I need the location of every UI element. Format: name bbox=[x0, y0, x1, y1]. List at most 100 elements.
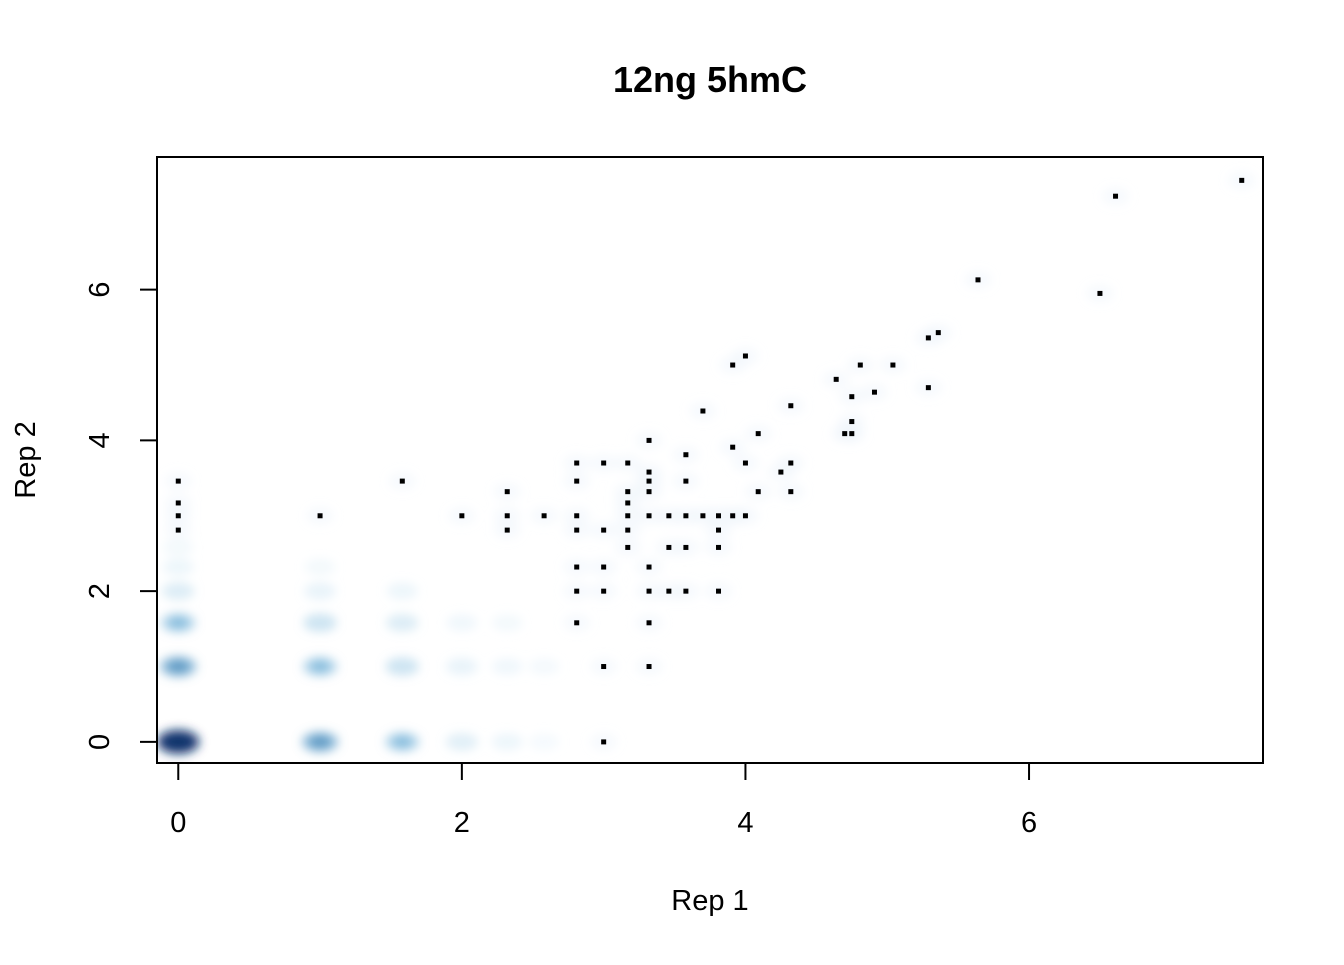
density-cluster bbox=[445, 733, 479, 751]
density-cluster bbox=[491, 658, 523, 675]
density-core bbox=[310, 660, 330, 673]
scatter-point bbox=[857, 362, 863, 368]
scatter-point bbox=[683, 544, 689, 550]
density-core bbox=[168, 617, 188, 629]
scatter-point bbox=[625, 544, 631, 550]
x-tick-label: 2 bbox=[454, 807, 470, 839]
scatter-point bbox=[730, 362, 736, 368]
scatter-point bbox=[975, 277, 981, 283]
scatter-point bbox=[666, 544, 672, 550]
scatter-point bbox=[666, 513, 672, 519]
scatter-point bbox=[683, 588, 689, 594]
scatter-point bbox=[317, 513, 323, 519]
x-axis-label: Rep 1 bbox=[671, 885, 748, 917]
scatter-point bbox=[601, 564, 607, 570]
scatter-point bbox=[601, 664, 607, 670]
density-core bbox=[309, 735, 331, 749]
x-tick-label: 4 bbox=[737, 807, 753, 839]
density-cluster bbox=[162, 539, 194, 556]
scatter-point bbox=[574, 478, 580, 484]
scatter-point bbox=[755, 489, 761, 495]
scatter-point bbox=[730, 513, 736, 519]
scatter-point bbox=[755, 431, 761, 437]
density-cluster bbox=[386, 582, 419, 600]
y-tick-label: 4 bbox=[84, 432, 116, 448]
density-core bbox=[168, 660, 189, 673]
y-tick-label: 6 bbox=[84, 282, 116, 298]
scatter-point bbox=[742, 513, 748, 519]
scatter-point bbox=[574, 620, 580, 626]
scatter-point bbox=[625, 489, 631, 495]
scatter-point bbox=[683, 478, 689, 484]
density-core bbox=[392, 736, 412, 748]
scatter-point bbox=[646, 620, 652, 626]
scatter-point bbox=[871, 389, 877, 395]
scatter-point bbox=[742, 460, 748, 466]
scatter-point bbox=[1113, 193, 1119, 199]
chart-title: 12ng 5hmC bbox=[613, 59, 807, 100]
scatter-point bbox=[625, 527, 631, 533]
scatter-point bbox=[504, 489, 510, 495]
scatter-point bbox=[778, 469, 784, 475]
scatter-point bbox=[459, 513, 465, 519]
density-cluster bbox=[162, 558, 194, 576]
scatter-point bbox=[849, 431, 855, 437]
density-cluster bbox=[445, 657, 478, 676]
scatter-point bbox=[646, 489, 652, 495]
density-cluster bbox=[491, 614, 523, 632]
scatter-point bbox=[788, 489, 794, 495]
scatter-point bbox=[601, 588, 607, 594]
scatter-point bbox=[625, 500, 631, 506]
scatter-point bbox=[716, 527, 722, 533]
scatter-point bbox=[646, 664, 652, 670]
scatter-point bbox=[646, 564, 652, 570]
scatter-point bbox=[849, 419, 855, 425]
x-tick-label: 6 bbox=[1021, 807, 1037, 839]
scatter-point bbox=[175, 527, 181, 533]
scatter-point bbox=[601, 460, 607, 466]
y-ticks: 0 2 4 6 bbox=[84, 282, 157, 750]
x-ticks: 0 2 4 6 bbox=[170, 763, 1037, 839]
scatter-point bbox=[1097, 290, 1103, 296]
density-cluster bbox=[304, 558, 336, 576]
y-axis-label: Rep 2 bbox=[10, 421, 42, 498]
scatter-point bbox=[935, 330, 941, 336]
scatter-point bbox=[574, 513, 580, 519]
density-cluster bbox=[304, 582, 336, 600]
scatter-point bbox=[175, 478, 181, 484]
scatter-point bbox=[788, 403, 794, 409]
scatter-point bbox=[574, 527, 580, 533]
scatter-point bbox=[842, 431, 848, 437]
scatter-point bbox=[833, 376, 839, 382]
scatter-point bbox=[788, 460, 794, 466]
scatter-point bbox=[625, 513, 631, 519]
scatter-point bbox=[925, 335, 931, 341]
scatter-point bbox=[683, 513, 689, 519]
density-cluster bbox=[528, 733, 560, 751]
points-layer bbox=[175, 177, 1245, 745]
scatter-point bbox=[925, 385, 931, 391]
scatter-point bbox=[849, 394, 855, 400]
scatter-point bbox=[175, 500, 181, 506]
scatter-point bbox=[504, 527, 510, 533]
density-cluster bbox=[385, 657, 420, 676]
x-axis: 0 2 4 6 bbox=[170, 762, 1037, 839]
scatter-point bbox=[601, 527, 607, 533]
scatter-point bbox=[646, 588, 652, 594]
scatter-point bbox=[399, 478, 405, 484]
scatter-point bbox=[646, 513, 652, 519]
scatter-point bbox=[601, 739, 607, 745]
density-cluster bbox=[528, 658, 560, 675]
scatter-point bbox=[742, 353, 748, 359]
y-axis: 0 2 4 6 bbox=[84, 282, 158, 750]
density-cluster bbox=[491, 733, 523, 751]
density-layer bbox=[157, 171, 1256, 754]
scatter-point bbox=[574, 460, 580, 466]
scatter-point bbox=[175, 513, 181, 519]
scatter-point bbox=[730, 444, 736, 450]
density-cluster bbox=[385, 613, 419, 632]
y-tick-label: 0 bbox=[84, 734, 116, 750]
scatter-point bbox=[716, 544, 722, 550]
